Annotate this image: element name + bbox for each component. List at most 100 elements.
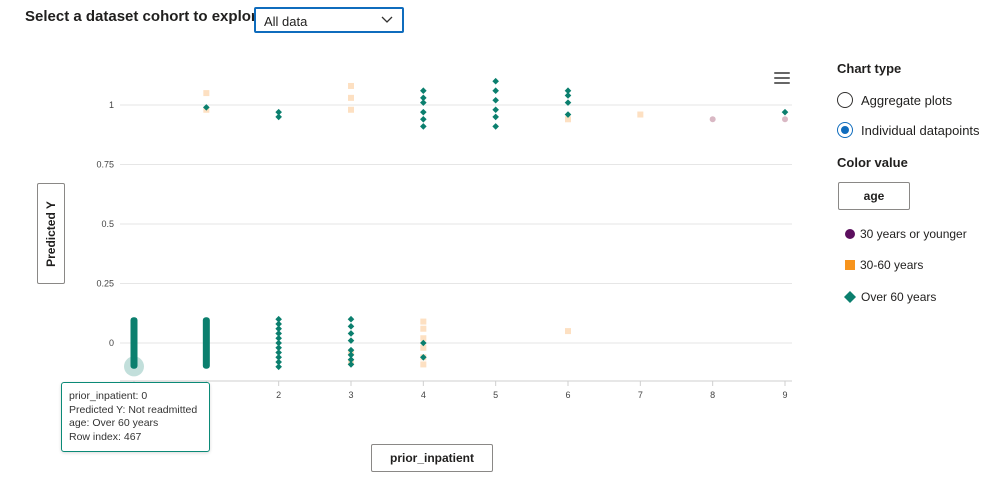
datapoint-diamond: [203, 104, 210, 111]
datapoint-tooltip: prior_inpatient: 0 Predicted Y: Not read…: [61, 382, 210, 452]
tooltip-line: age: Over 60 years: [69, 417, 159, 429]
datapoint-diamond: [275, 339, 282, 347]
datapoint-square: [348, 106, 354, 113]
datapoint-diamond: [420, 115, 427, 123]
legend-item-30-60[interactable]: 30-60 years: [845, 257, 923, 273]
datapoint-diamond: [347, 337, 355, 344]
x-tick-label: 5: [493, 390, 498, 400]
dense-point-column: [130, 317, 138, 369]
tooltip-line: Row index: 467: [69, 430, 142, 443]
y-tick-label: 0.75: [96, 160, 114, 170]
cohort-dropdown[interactable]: All data: [254, 7, 404, 33]
legend-item-over-60[interactable]: Over 60 years: [844, 289, 937, 305]
cohort-label: Select a dataset cohort to explore: [25, 8, 266, 25]
datapoint-diamond: [492, 106, 499, 114]
datapoint-diamond: [492, 87, 499, 95]
datapoint-diamond: [564, 99, 572, 106]
x-tick-label: 7: [638, 390, 643, 400]
datapoint-diamond: [420, 123, 427, 130]
datapoint-diamond: [347, 356, 355, 363]
datapoint-diamond: [275, 320, 282, 328]
datapoint-diamond: [275, 330, 282, 337]
datapoint-square: [420, 325, 427, 332]
datapoint-square: [348, 94, 354, 101]
datapoint-diamond: [347, 351, 355, 359]
diamond-marker-icon: [844, 291, 856, 303]
y-axis-button-label: Predicted Y: [44, 200, 58, 267]
datapoint-diamond: [492, 123, 499, 130]
datapoint-diamond: [347, 323, 355, 330]
legend-label: 30 years or younger: [860, 227, 967, 241]
x-tick-label: 6: [565, 390, 570, 400]
datapoint-diamond: [275, 349, 282, 356]
datapoint-diamond: [420, 339, 427, 347]
y-tick-label: 1: [109, 100, 114, 110]
datapoint-diamond: [781, 108, 789, 116]
x-tick-label: 2: [276, 390, 281, 400]
datapoint-diamond: [275, 315, 282, 323]
datapoint-diamond: [275, 334, 282, 342]
y-tick-label: 0.5: [101, 219, 114, 229]
datapoint-diamond: [492, 113, 499, 121]
legend-item-30-or-younger[interactable]: 30 years or younger: [845, 226, 967, 242]
y-axis-button[interactable]: Predicted Y: [37, 183, 65, 284]
datapoint-circle: [782, 116, 788, 123]
datapoint-diamond: [564, 92, 572, 99]
datapoint-square: [348, 82, 354, 89]
legend-label: Over 60 years: [861, 290, 937, 304]
x-tick-label: 3: [348, 390, 353, 400]
hamburger-menu-icon[interactable]: [774, 72, 790, 84]
datapoint-diamond: [420, 108, 427, 116]
datapoint-diamond: [275, 363, 282, 371]
x-tick-label: 8: [710, 390, 715, 400]
x-tick-label: 9: [782, 390, 787, 400]
chevron-down-icon: [381, 16, 393, 23]
datapoint-square: [420, 344, 427, 351]
datapoint-square: [565, 328, 571, 335]
datapoint-diamond: [275, 353, 282, 361]
x-axis-button[interactable]: prior_inpatient: [371, 444, 493, 472]
datapoint-diamond: [347, 330, 355, 337]
x-tick-label: 4: [421, 390, 426, 400]
color-value-button[interactable]: age: [838, 182, 910, 210]
datapoint-circle: [709, 116, 716, 123]
radio-label: Individual datapoints: [861, 122, 980, 138]
radio-aggregate-plots[interactable]: Aggregate plots: [837, 90, 952, 110]
radio-label: Aggregate plots: [861, 92, 953, 108]
datapoint-diamond: [564, 87, 572, 95]
datapoint-diamond: [275, 113, 282, 121]
datapoint-diamond: [420, 94, 427, 102]
datapoint-diamond: [420, 353, 427, 361]
datapoint-diamond: [492, 96, 499, 104]
radio-circle-icon: [837, 92, 853, 108]
datapoint-diamond: [347, 346, 355, 354]
y-tick-label: 0: [109, 338, 114, 348]
datapoint-diamond: [275, 344, 282, 352]
datapoint-diamond: [347, 361, 355, 368]
datapoint-diamond: [275, 325, 282, 333]
datapoint-square: [637, 111, 644, 118]
datapoint-square: [420, 361, 427, 368]
datapoint-diamond: [275, 358, 282, 366]
datapoint-diamond: [564, 111, 572, 118]
datapoint-diamond: [492, 77, 499, 85]
datapoint-square: [203, 90, 210, 97]
color-value-heading: Color value: [837, 155, 908, 170]
dense-point-column: [202, 317, 210, 369]
datapoint-diamond: [420, 87, 427, 95]
tooltip-line: prior_inpatient: 0: [69, 390, 148, 402]
cohort-dropdown-value: All data: [264, 14, 308, 29]
datapoint-square: [420, 318, 427, 325]
datapoint-square: [420, 335, 427, 342]
datapoint-diamond: [347, 315, 355, 323]
radio-individual-datapoints[interactable]: Individual datapoints: [837, 120, 980, 140]
legend-label: 30-60 years: [860, 258, 924, 272]
circle-marker-icon: [845, 229, 855, 239]
square-marker-icon: [845, 260, 855, 270]
datapoint-diamond: [420, 99, 427, 106]
y-tick-label: 0.25: [96, 279, 114, 289]
radio-selected-icon: [837, 122, 853, 138]
chart-type-heading: Chart type: [837, 61, 902, 76]
datapoint-square: [565, 116, 571, 123]
